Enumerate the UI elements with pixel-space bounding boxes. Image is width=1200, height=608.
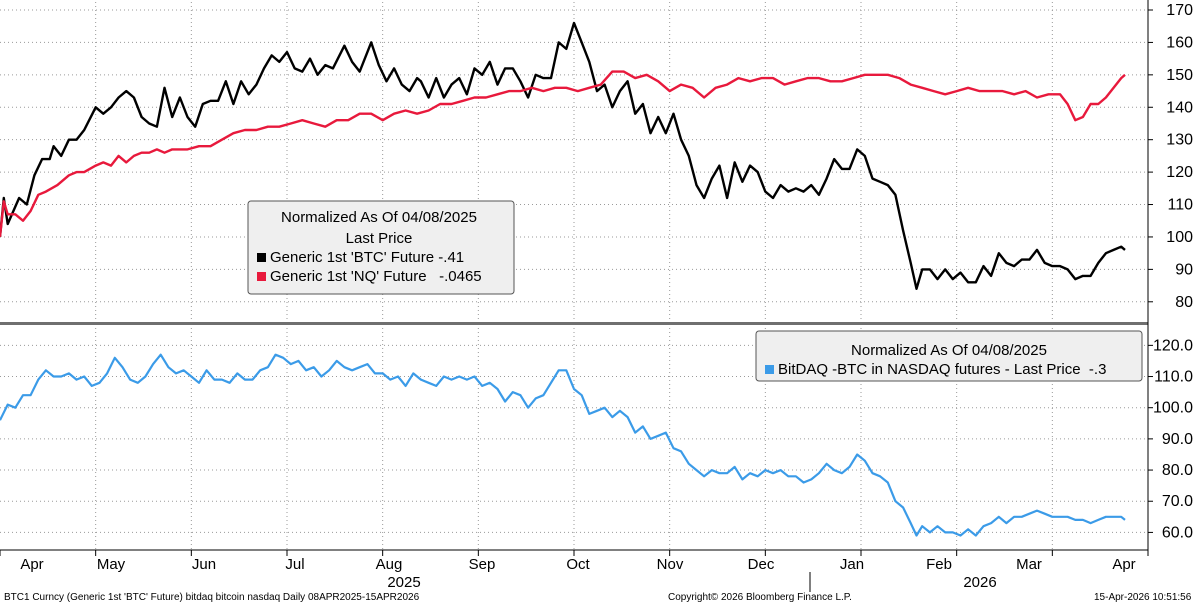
nq-legend-swatch [257, 272, 266, 281]
x-year-label: 2026 [963, 574, 996, 591]
x-month-label: Aug [376, 556, 403, 573]
y-tick-label: 110 [1167, 197, 1193, 214]
grid-layer [0, 2, 1149, 550]
x-month-label: Jun [192, 556, 216, 573]
nq-legend-label: Generic 1st 'NQ' Future -.0465 [270, 268, 482, 285]
x-month-label: Oct [566, 556, 590, 573]
top-legend: Normalized As Of 04/08/2025 Last Price G… [247, 200, 515, 295]
x-month-label: Dec [748, 556, 775, 573]
y-tick-label: 90.0 [1162, 431, 1193, 448]
top-legend-subtitle: Last Price [346, 230, 413, 247]
y-tick-label: 70.0 [1162, 493, 1193, 510]
top-legend-box [247, 200, 515, 295]
x-month-label: Feb [926, 556, 952, 573]
y-tick-label: 80.0 [1162, 462, 1193, 479]
y-tick-label: 80 [1175, 294, 1193, 311]
bottom-legend-box [755, 330, 1143, 382]
x-year-label: 2025 [387, 574, 420, 591]
bottom-legend-title: Normalized As Of 04/08/2025 [851, 342, 1047, 359]
x-month-label: Apr [20, 556, 43, 573]
btc-legend-label: Generic 1st 'BTC' Future -.41 [270, 249, 464, 266]
x-month-label: Mar [1016, 556, 1042, 573]
y-tick-label: 130 [1166, 132, 1193, 149]
series-layer [0, 21, 1126, 537]
y-tick-label: 150 [1166, 67, 1193, 84]
x-month-label: Jul [285, 556, 304, 573]
footer-source: BTC1 Curncy (Generic 1st 'BTC' Future) b… [4, 592, 420, 603]
y-tick-label: 90 [1175, 261, 1193, 278]
y-tick-label: 60.0 [1162, 524, 1193, 541]
y-tick-label: 100.0 [1153, 400, 1193, 417]
footer-timestamp: 15-Apr-2026 10:51:56 [1094, 592, 1192, 603]
y-tick-label: 170 [1166, 2, 1193, 19]
series-line-1-0 [0, 353, 1126, 537]
y-tick-label: 140 [1166, 99, 1193, 116]
y-tick-label: 160 [1166, 34, 1193, 51]
series-line-0-0 [0, 21, 1126, 290]
footer-copyright: Copyright© 2026 Bloomberg Finance L.P. [668, 592, 852, 603]
x-month-label: May [97, 556, 126, 573]
y-tick-label: 110.0 [1154, 369, 1193, 386]
y-tick-label: 100 [1166, 229, 1193, 246]
x-month-label: Nov [657, 556, 684, 573]
bitdaq-legend-label: BitDAQ -BTC in NASDAQ futures - Last Pri… [778, 361, 1106, 378]
x-month-label: Jan [840, 556, 864, 573]
btc-legend-swatch [257, 253, 266, 262]
bitdaq-legend-swatch [765, 365, 774, 374]
series-line-0-1 [0, 70, 1126, 238]
x-month-label: Apr [1112, 556, 1135, 573]
panel-divider [0, 322, 1148, 325]
axis-layer: 80 90 100 110 120 130 140 150 160 170 60.0 70.0 80.0… [0, 2, 1193, 592]
y-tick-label: 120.0 [1153, 337, 1193, 354]
bottom-legend: Normalized As Of 04/08/2025 BitDAQ -BTC … [755, 330, 1143, 382]
top-legend-title: Normalized As Of 04/08/2025 [281, 209, 477, 226]
x-month-label: Sep [469, 556, 496, 573]
y-tick-label: 120 [1166, 164, 1193, 181]
